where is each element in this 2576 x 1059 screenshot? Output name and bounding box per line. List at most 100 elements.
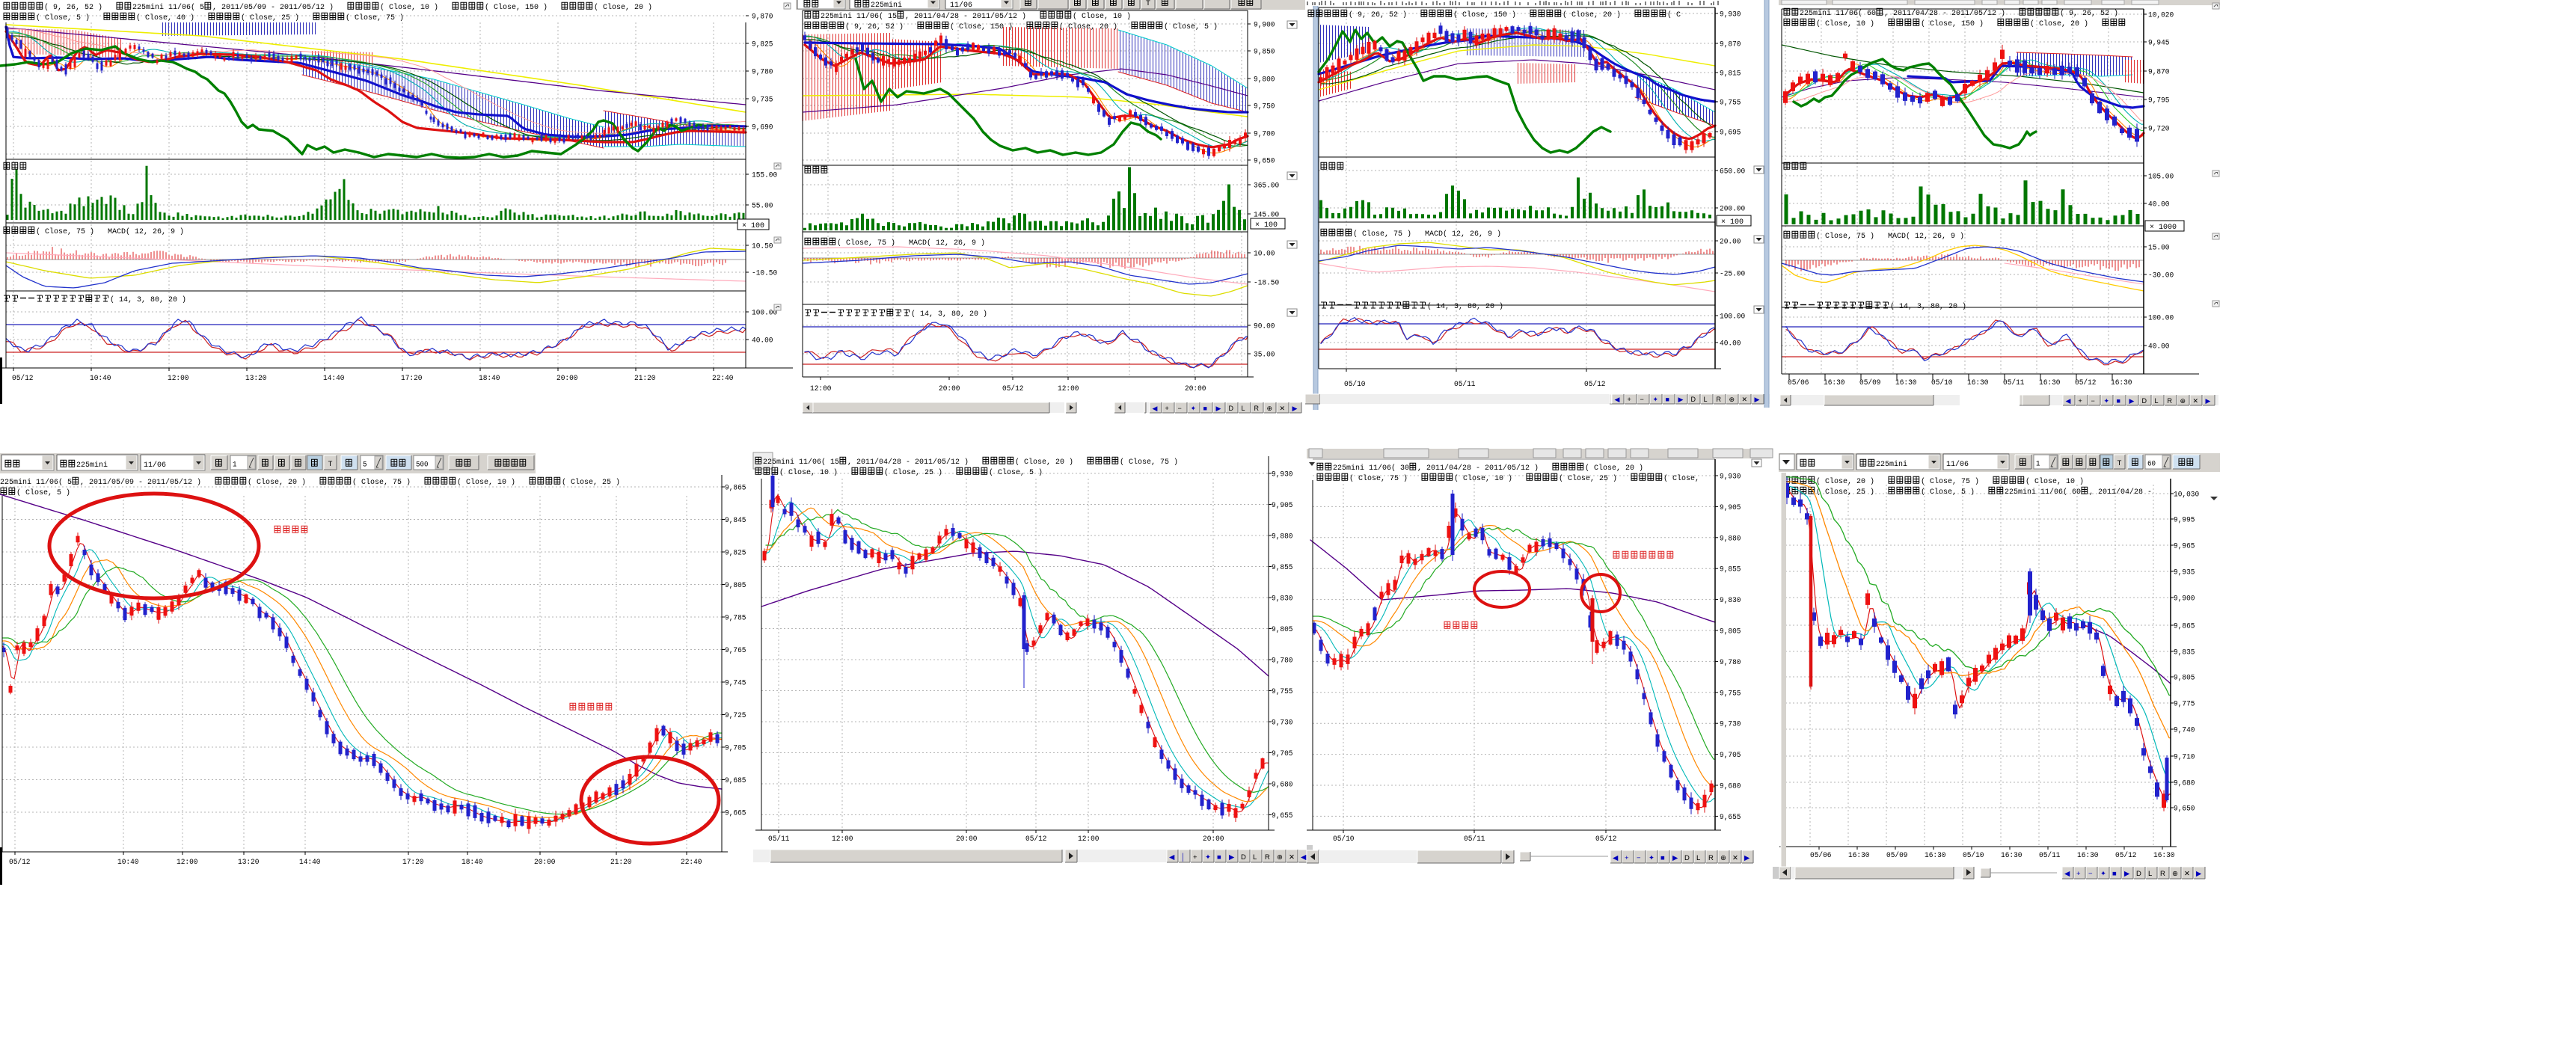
svg-text:⊕: ⊕ (2172, 870, 2178, 878)
svg-text:× 100: × 100 (1721, 218, 1744, 227)
svg-text:20:00: 20:00 (1185, 384, 1206, 393)
svg-text:1: 1 (2036, 461, 2040, 469)
svg-text:40.00: 40.00 (2148, 200, 2170, 209)
svg-text:( Close, 75 ) MACD( 12, 26,: ( Close, 75 ) MACD( 12, 26, 9 ) (36, 227, 184, 236)
svg-text:⊕: ⊕ (1720, 854, 1726, 862)
svg-text:✕: ✕ (1732, 854, 1738, 862)
svg-text:( C: ( C (1667, 10, 1681, 19)
svg-text:T: T (2117, 459, 2122, 468)
svg-text:( Close, 150 ): ( Close, 150 ) (485, 3, 561, 12)
svg-text:9,865: 9,865 (725, 484, 746, 493)
svg-text:D: D (1691, 396, 1696, 403)
svg-text:■: ■ (2117, 397, 2120, 405)
svg-text:+: + (2079, 397, 2082, 405)
svg-text:9,855: 9,855 (1272, 563, 1293, 572)
svg-text:■: ■ (1217, 853, 1221, 862)
svg-text:100.00: 100.00 (1720, 313, 1745, 322)
svg-text:650.00: 650.00 (1720, 168, 1745, 176)
svg-text:+: + (1628, 396, 1631, 403)
svg-text:9,870: 9,870 (1720, 40, 1741, 49)
svg-text:✕: ✕ (1289, 853, 1295, 862)
svg-text:22:40: 22:40 (712, 374, 734, 383)
svg-text:225mini 11/06( 15: 225mini 11/06( 15 (821, 12, 897, 21)
svg-text:9,795: 9,795 (2148, 96, 2170, 105)
svg-text:05/10: 05/10 (1333, 835, 1355, 844)
svg-text:16:30: 16:30 (2111, 378, 2132, 387)
svg-text:D: D (2136, 870, 2141, 878)
svg-text:9,695: 9,695 (1720, 129, 1741, 138)
svg-text:9,680: 9,680 (2174, 779, 2195, 788)
svg-text:▶: ▶ (1744, 854, 1750, 862)
svg-text:( Close, 20 ): ( Close, 20 ) (2030, 19, 2102, 28)
svg-text:365.00: 365.00 (1254, 182, 1279, 191)
svg-text:18:40: 18:40 (479, 374, 500, 383)
svg-text:20:00: 20:00 (939, 384, 960, 393)
svg-text:9,775: 9,775 (2174, 700, 2195, 709)
svg-text:9,785: 9,785 (725, 614, 746, 623)
svg-text:05/11: 05/11 (1464, 835, 1485, 844)
svg-text:■: ■ (1660, 854, 1665, 862)
svg-text:−: − (2091, 397, 2095, 405)
svg-text:9,730: 9,730 (1272, 719, 1293, 728)
svg-text:100.00: 100.00 (752, 309, 777, 318)
svg-text:▶: ▶ (2196, 870, 2202, 878)
svg-text:( Close, 5 ): ( Close, 5 ) (1164, 22, 1218, 31)
svg-text:◀: ◀ (2064, 870, 2070, 878)
svg-text:( Close, 5 ): ( Close, 5 ) (36, 13, 103, 22)
svg-text:( Close, 75 ): ( Close, 75 ) (1921, 477, 1993, 486)
svg-text:9,745: 9,745 (725, 679, 746, 688)
svg-text:( Close, 20 ): ( Close, 20 ) (594, 3, 652, 12)
svg-text:9,830: 9,830 (1720, 596, 1741, 605)
svg-text:9,935: 9,935 (2174, 568, 2195, 577)
svg-text:9,665: 9,665 (725, 809, 746, 818)
svg-text:12:00: 12:00 (832, 835, 853, 844)
svg-text:9,880: 9,880 (1720, 534, 1741, 543)
svg-text:9,835: 9,835 (2174, 648, 2195, 657)
svg-text:05/10: 05/10 (1344, 380, 1366, 389)
svg-text:◀: ◀ (1169, 853, 1175, 862)
svg-text:▶: ▶ (1292, 405, 1298, 412)
svg-text:( Close, 20 ): ( Close, 20 ) (1015, 458, 1087, 467)
svg-text:10.50: 10.50 (752, 242, 773, 251)
svg-text:05/10: 05/10 (1963, 851, 1984, 860)
svg-text:L: L (2148, 870, 2152, 878)
svg-text:9,705: 9,705 (1272, 749, 1293, 758)
svg-text:9,755: 9,755 (1720, 689, 1741, 698)
svg-text:9,805: 9,805 (2174, 674, 2195, 683)
svg-text:14:40: 14:40 (299, 858, 321, 867)
svg-text:( Close, 75 ): ( Close, 75 ) (1120, 458, 1178, 467)
svg-text:( 9, 26, 52 ): ( 9, 26, 52 ) (1349, 10, 1420, 19)
svg-text:( Close, 10 ): ( Close, 10 ) (380, 3, 452, 12)
svg-text:▶: ▶ (2206, 397, 2211, 405)
svg-text:9,705: 9,705 (1720, 751, 1741, 760)
svg-text:40.00: 40.00 (1720, 340, 1741, 349)
svg-text:05/06: 05/06 (1788, 378, 1809, 387)
svg-text:05/12: 05/12 (1595, 835, 1617, 844)
svg-text:+: + (1165, 405, 1169, 412)
svg-text:05/09: 05/09 (1859, 378, 1881, 387)
svg-text:, 2011/04/28 - 2011/05/12 ): , 2011/04/28 - 2011/05/12 ) (1417, 464, 1552, 473)
svg-text:+: + (1625, 854, 1629, 862)
svg-text:35.00: 35.00 (1254, 351, 1275, 360)
svg-text:◀: ◀ (1153, 405, 1158, 412)
svg-text:R: R (1254, 405, 1260, 412)
svg-text:✦: ✦ (1653, 396, 1659, 403)
svg-text:( Close, 25 ): ( Close, 25 ) (562, 478, 620, 487)
svg-text:⊕: ⊕ (2180, 397, 2186, 405)
svg-text:60: 60 (2147, 461, 2156, 469)
svg-text:9,900: 9,900 (2174, 595, 2195, 604)
svg-text:9,930: 9,930 (1720, 10, 1741, 19)
svg-text:9,805: 9,805 (1720, 627, 1741, 636)
svg-text:( Close, 150 ): ( Close, 150 ) (1921, 19, 1997, 28)
svg-text:■: ■ (2112, 870, 2117, 878)
svg-text:9,870: 9,870 (752, 13, 773, 22)
svg-text:12:00: 12:00 (1078, 835, 1100, 844)
svg-text:16:30: 16:30 (1967, 378, 1989, 387)
svg-text:9,690: 9,690 (752, 123, 773, 132)
svg-text:40.00: 40.00 (752, 337, 773, 346)
svg-text:9,965: 9,965 (2174, 542, 2195, 551)
svg-text:✦: ✦ (2100, 870, 2106, 878)
svg-text:▶: ▶ (2129, 397, 2135, 405)
svg-text:10:40: 10:40 (90, 374, 111, 383)
svg-text:( Close, 10 ): ( Close, 10 ) (457, 478, 529, 487)
